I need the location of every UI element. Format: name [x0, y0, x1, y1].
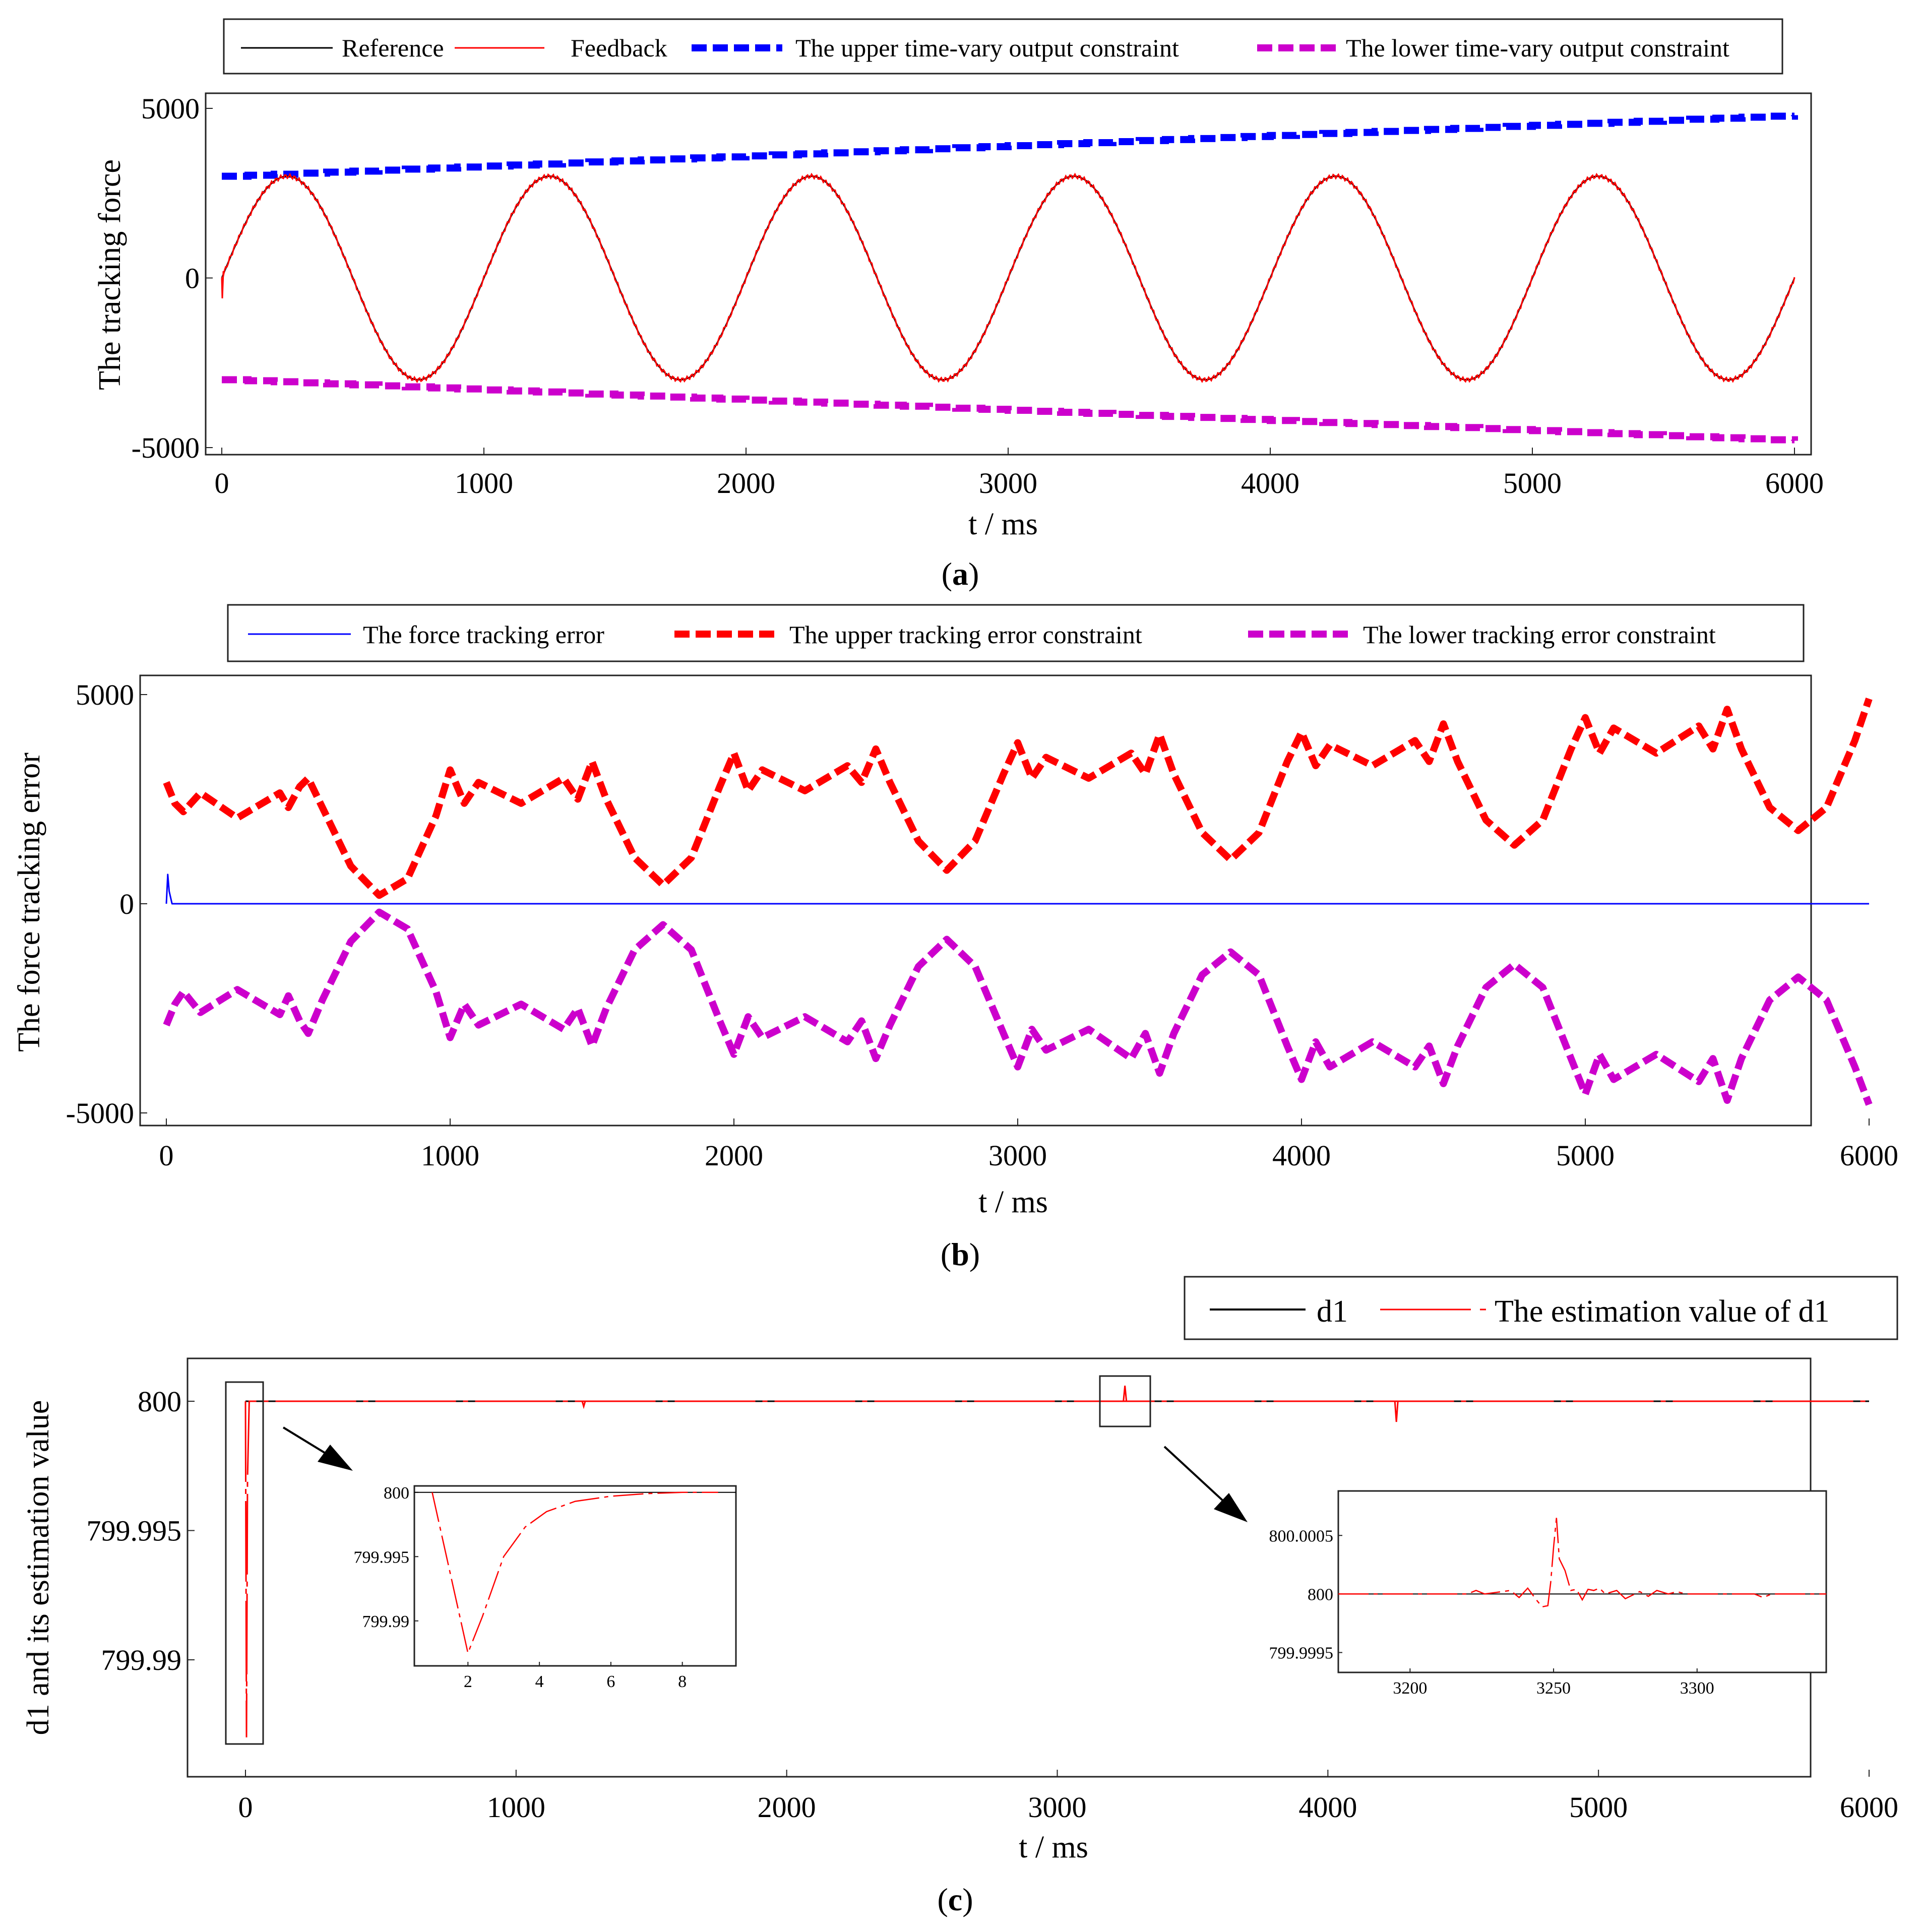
plot-b-xtick-label: 5000: [1556, 1139, 1615, 1172]
plot-a-xtick-label: 4000: [1241, 467, 1299, 500]
xlabel-c: t / ms: [1019, 1830, 1088, 1864]
legend-b-label-upper: The upper tracking error constraint: [789, 620, 1142, 649]
inset-start: 2 4 6 8 800 799.995 799.99: [354, 1484, 736, 1691]
plot-b: 0 1000 2000 3000 4000 5000 6000 5000 0 -5000: [66, 678, 1898, 1172]
inset-3250-frame: [1337, 1490, 1827, 1673]
plot-c-xtick-label: 0: [238, 1791, 253, 1824]
legend-c-label-d1: d1: [1317, 1294, 1348, 1329]
plot-b-xtick-label: 3000: [988, 1139, 1047, 1172]
inset-start-xtick-label: 4: [535, 1672, 544, 1691]
legend-a: Reference Feedback The upper time-vary o…: [223, 18, 1783, 75]
series-c-estimation-spike: [1123, 1386, 1128, 1402]
inset-start-xtick-label: 8: [678, 1672, 687, 1691]
series-c-estimation-spike: [581, 1401, 586, 1409]
xlabel-b: t / ms: [978, 1185, 1048, 1219]
caption-b-letter: b: [951, 1236, 969, 1272]
legend-b-label-lower: The lower tracking error constraint: [1363, 620, 1716, 649]
caption-a-letter: a: [952, 556, 968, 592]
plot-a-xtick-label: 2000: [717, 467, 775, 500]
legend-a-box: [223, 18, 1783, 75]
plot-b-ytick-label: 5000: [76, 678, 134, 711]
plot-a-xtick-label: 3000: [979, 467, 1037, 500]
legend-c: d1 The estimation value of d1: [1184, 1276, 1898, 1340]
plot-b-xtick-label: 6000: [1840, 1139, 1898, 1172]
panel-c: d1 The estimation value of d1 0 1000 2000 3…: [21, 1276, 1899, 1917]
plot-c-ytick-label: 800: [138, 1385, 181, 1418]
plot-b-xtick-label: 2000: [705, 1139, 763, 1172]
plot-b-xtick-label: 1000: [421, 1139, 479, 1172]
plot-a-xtick-label: 1000: [455, 467, 513, 500]
series-a-upper-constraint: [222, 112, 1798, 180]
plot-a-xtick-label: 0: [215, 467, 229, 500]
zoom-arrow-3250: [1163, 1446, 1248, 1522]
legend-a-label-feedback: Feedback: [571, 34, 667, 62]
plot-b-ytick-label: 0: [119, 888, 134, 920]
inset-start-ytick-label: 799.995: [354, 1548, 410, 1567]
plot-c-xtick-label: 4000: [1298, 1791, 1357, 1824]
series-a-feedback: [221, 172, 1795, 384]
plot-c-xtick-label: 2000: [758, 1791, 816, 1824]
plot-b-xtick-label: 0: [159, 1139, 174, 1172]
plot-c-xtick-label: 3000: [1028, 1791, 1087, 1824]
series-b-upper-constraint: [163, 698, 1873, 899]
ylabel-c: d1 and its estimation value: [21, 1400, 55, 1735]
inset-3250-xtick-label: 3300: [1680, 1679, 1714, 1698]
plot-a-ytick-label: 0: [185, 262, 200, 295]
series-b-force-tracking-error: [165, 874, 1869, 905]
legend-c-box: [1184, 1276, 1898, 1340]
inset-start-ytick-label: 800: [384, 1484, 409, 1503]
plot-c: 0 1000 2000 3000 4000 5000 6000 800 799.995 799.9…: [87, 1385, 1899, 1824]
series-b-lower-constraint: [163, 908, 1873, 1106]
inset-start-xtick-label: 6: [606, 1672, 615, 1691]
panel-b: The force tracking error The upper track…: [12, 604, 1898, 1272]
inset-3250-ytick-label: 800.0005: [1269, 1527, 1334, 1545]
inset-3250-xtick-label: 3250: [1536, 1679, 1571, 1698]
inset-start-xtick-label: 2: [464, 1672, 472, 1691]
inset-3250-ytick-label: 799.9995: [1269, 1644, 1334, 1663]
plot-b-frame: [139, 674, 1812, 1127]
inset-3250: 3200 3250 3300 800.0005 800 799.9995: [1269, 1518, 1826, 1698]
inset-3250-xtick-label: 3200: [1393, 1679, 1427, 1698]
ylabel-a: The tracking force: [93, 159, 127, 390]
legend-b: The force tracking error The upper track…: [227, 604, 1805, 662]
plot-a-ytick-label: 5000: [141, 92, 200, 125]
plot-a-xtick-label: 5000: [1503, 467, 1562, 500]
plot-c-xtick-label: 5000: [1569, 1791, 1628, 1824]
zoom-marker-3250: [1099, 1375, 1151, 1427]
series-c-estimation-spike: [1394, 1401, 1399, 1422]
plot-c-ytick-label: 799.995: [87, 1515, 182, 1547]
series-c-estimation: [244, 1400, 1869, 1737]
legend-a-label-lower: The lower time-vary output constraint: [1346, 34, 1729, 62]
series-a-feedback-transient: [221, 271, 224, 298]
inset-start-ytick-label: 799.99: [362, 1612, 410, 1631]
caption-c-letter: c: [948, 1882, 962, 1917]
plot-c-xtick-label: 6000: [1840, 1791, 1898, 1824]
zoom-arrow-start: [282, 1426, 353, 1471]
xlabel-a: t / ms: [968, 507, 1038, 541]
inset-3250-series-estimation: [1338, 1518, 1826, 1608]
caption-b: (b): [941, 1236, 980, 1272]
plot-a: 0 1000 2000 3000 4000 5000 6000 5000 0 -5000: [132, 92, 1824, 500]
panel-a: Reference Feedback The upper time-vary o…: [93, 18, 1824, 592]
legend-a-label-reference: Reference: [342, 34, 444, 62]
legend-a-label-upper: The upper time-vary output constraint: [795, 34, 1179, 62]
plot-c-ytick-label: 799.99: [101, 1644, 182, 1676]
plot-b-ytick-label: -5000: [66, 1097, 134, 1130]
plot-b-xtick-label: 4000: [1272, 1139, 1331, 1172]
series-a-lower-constraint: [222, 376, 1798, 444]
legend-b-box: [227, 604, 1805, 662]
inset-start-series-estimation: [431, 1491, 718, 1655]
plot-c-xtick-label: 1000: [487, 1791, 545, 1824]
plot-a-xtick-label: 6000: [1765, 467, 1824, 500]
legend-b-label-error: The force tracking error: [363, 620, 604, 649]
caption-a: (a): [942, 556, 979, 592]
plot-a-ytick-label: -5000: [132, 431, 200, 464]
ylabel-b: The force tracking error: [12, 753, 46, 1052]
legend-c-label-est: The estimation value of d1: [1495, 1294, 1830, 1329]
caption-c: (c): [937, 1882, 973, 1917]
inset-start-frame: [413, 1485, 737, 1667]
inset-3250-ytick-label: 800: [1308, 1585, 1333, 1604]
zoom-marker-start: [225, 1381, 264, 1745]
